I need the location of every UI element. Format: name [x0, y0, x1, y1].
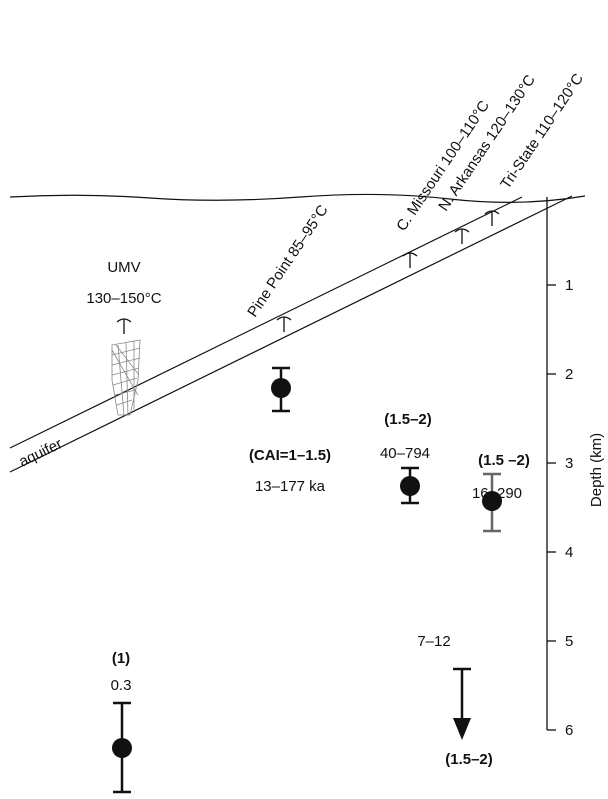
ground-surface	[10, 194, 585, 202]
pine-point-label: Pine Point 85–95°C	[244, 202, 331, 320]
tick-label: 4	[565, 544, 573, 561]
sample-age: 7–12	[417, 633, 450, 650]
aquifer-label: aquifer	[16, 435, 65, 470]
tick-label: 5	[565, 633, 573, 650]
sample-age: 13–177 ka	[255, 478, 326, 495]
tri-state-label: Tri-State 110–120°C	[497, 70, 587, 192]
sample-cai: (1)	[112, 650, 130, 667]
pick	[485, 211, 499, 226]
sample-dot	[400, 476, 420, 496]
umv-temp: 130–150°C	[86, 290, 161, 307]
sample-dot	[112, 738, 132, 758]
sample-cai: (1.5–2)	[384, 411, 432, 428]
tick-label: 1	[565, 277, 573, 294]
arrow-head	[453, 718, 471, 740]
aquifer-top	[10, 197, 522, 448]
umv-hatch	[112, 340, 140, 415]
umv-label: UMV	[107, 259, 140, 276]
pick	[117, 319, 131, 334]
sample-dot	[271, 378, 291, 398]
sample-cai: (CAI=1–1.5)	[249, 447, 331, 464]
sample-cai: (1.5–2)	[445, 751, 493, 768]
sample-age: 0.3	[111, 677, 132, 694]
axis-label: Depth (km)	[588, 433, 605, 507]
pick	[403, 253, 417, 268]
sample-age: 16–290	[472, 485, 522, 502]
diagram: aquifer UMV 130–150°C Pine Point 85–95°C…	[0, 0, 608, 794]
tick-label: 6	[565, 722, 573, 739]
tick-label: 2	[565, 366, 573, 383]
sample-age: 40–794	[380, 445, 430, 462]
sample-cai: (1.5 –2)	[478, 452, 530, 469]
tick-label: 3	[565, 455, 573, 472]
sample-bars	[113, 368, 471, 792]
pick	[455, 229, 469, 244]
depth-axis: 1 2 3 4 5 6	[547, 197, 573, 739]
pick	[277, 317, 291, 332]
aquifer-bottom	[10, 196, 572, 472]
